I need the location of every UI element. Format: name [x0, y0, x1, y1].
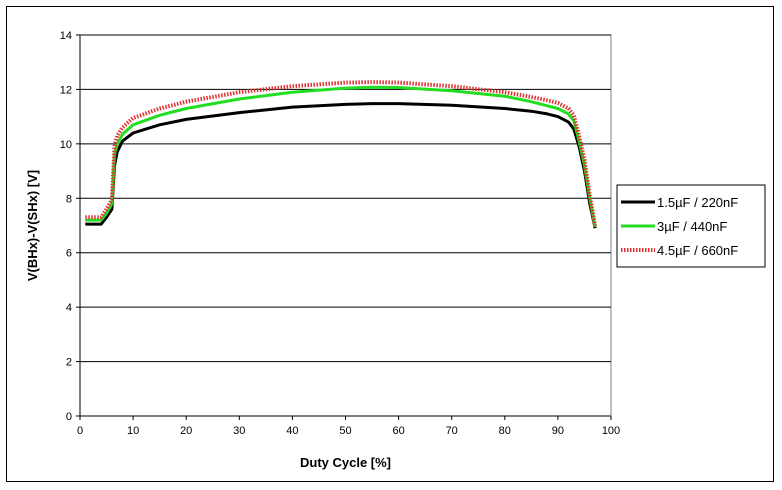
series-line-3: [85, 80, 598, 226]
axes: [76, 34, 612, 420]
series-layer: [85, 80, 598, 229]
y-tick-label-2: 2: [66, 357, 72, 369]
x-tick-label-20: 20: [180, 425, 192, 437]
plot-area: [79, 34, 612, 417]
x-tick-label-50: 50: [339, 425, 351, 437]
y-tick-label-8: 8: [66, 193, 72, 205]
legend-label-2: 3µF / 440nF: [657, 219, 727, 234]
y-tick-label-12: 12: [60, 84, 72, 96]
tick-labels: 0 10 20 30 40 50 60 70 80 90 100 0 2 4 6 8 10 12 14: [60, 30, 620, 437]
x-axis-title: Duty Cycle [%]: [300, 455, 391, 470]
x-tick-label-0: 0: [77, 425, 83, 437]
x-tick-label-70: 70: [446, 425, 458, 437]
y-tick-label-4: 4: [66, 302, 72, 314]
x-tick-label-60: 60: [392, 425, 404, 437]
y-tick-label-14: 14: [60, 30, 72, 42]
x-tick-label-80: 80: [499, 425, 511, 437]
x-tick-label-100: 100: [602, 425, 620, 437]
x-tick-label-40: 40: [286, 425, 298, 437]
legend: 1.5µF / 220nF 3µF / 440nF 4.5µF / 660nF: [616, 184, 766, 268]
legend-label-3: 4.5µF / 660nF: [657, 243, 738, 258]
legend-label-1: 1.5µF / 220nF: [657, 195, 738, 210]
plot-background: [79, 34, 612, 417]
y-axis-title: V(BHx)-V(SHx) [V]: [25, 170, 40, 281]
y-tick-label-6: 6: [66, 248, 72, 260]
x-tick-label-10: 10: [127, 425, 139, 437]
x-tick-label-30: 30: [233, 425, 245, 437]
line-chart: 0 10 20 30 40 50 60 70 80 90 100 0 2 4 6 8 10 12 14 Duty C…: [25, 30, 766, 470]
chart-frame: 0 10 20 30 40 50 60 70 80 90 100 0 2 4 6 8 10 12 14 Duty C…: [6, 6, 774, 482]
y-tick-label-0: 0: [66, 411, 72, 423]
x-tick-label-90: 90: [552, 425, 564, 437]
y-tick-label-10: 10: [60, 139, 72, 151]
